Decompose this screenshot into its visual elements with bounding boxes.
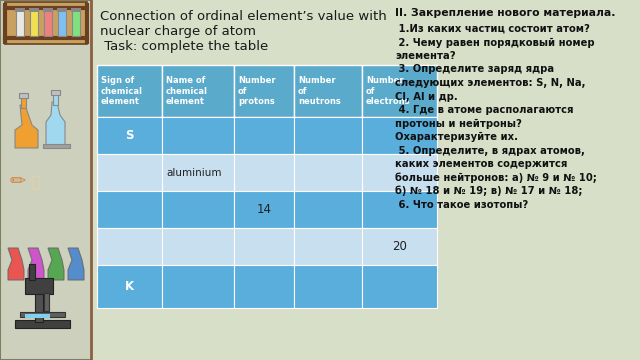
Text: 14: 14	[257, 203, 271, 216]
Bar	[362, 191, 437, 228]
Bar	[71, 8, 81, 12]
Bar	[29, 264, 35, 280]
Bar	[362, 154, 437, 191]
Bar	[162, 154, 234, 191]
Bar	[43, 8, 53, 12]
Bar	[162, 117, 234, 154]
Bar	[35, 290, 43, 322]
Text: 📋: 📋	[30, 175, 39, 190]
Bar	[234, 228, 294, 265]
Text: больше нейтронов: а) № 9 и № 10;: больше нейтронов: а) № 9 и № 10;	[395, 172, 597, 183]
Text: Cl, Al и др.: Cl, Al и др.	[395, 91, 458, 102]
Bar	[234, 117, 294, 154]
Bar	[44, 293, 49, 311]
Text: nuclear charge of atom: nuclear charge of atom	[100, 25, 256, 38]
Bar	[57, 8, 67, 12]
Bar	[25, 314, 50, 318]
Bar	[15, 320, 70, 328]
Bar	[162, 265, 234, 308]
Text: II. Закрепление нового материала.: II. Закрепление нового материала.	[395, 8, 616, 18]
Text: ✏: ✏	[10, 172, 26, 191]
Text: Охарактеризуйте их.: Охарактеризуйте их.	[395, 132, 518, 142]
Text: K: K	[125, 280, 134, 293]
Bar	[30, 10, 38, 36]
Text: каких элементов содержится: каких элементов содержится	[395, 159, 568, 169]
Bar	[5, 2, 87, 44]
Text: Number
of
protons: Number of protons	[238, 76, 276, 106]
Bar	[19, 93, 28, 98]
Text: 4. Где в атоме располагаются: 4. Где в атоме располагаются	[395, 105, 573, 115]
Polygon shape	[15, 105, 38, 148]
Bar	[25, 278, 53, 294]
Bar	[162, 191, 234, 228]
Bar	[97, 117, 162, 154]
Bar	[234, 154, 294, 191]
Bar	[16, 10, 24, 36]
Text: следующих элементов: S, N, Na,: следующих элементов: S, N, Na,	[395, 78, 586, 88]
Bar	[234, 65, 294, 117]
Bar	[97, 65, 162, 117]
Polygon shape	[8, 248, 24, 280]
Bar	[362, 65, 437, 117]
Text: Name of
chemical
element: Name of chemical element	[166, 76, 208, 106]
Text: Number
of
electrons: Number of electrons	[366, 76, 410, 106]
Text: б) № 18 и № 19; в) № 17 и № 18;: б) № 18 и № 19; в) № 17 и № 18;	[395, 186, 582, 197]
Bar	[0, 0, 92, 360]
Text: Task: complete the table: Task: complete the table	[100, 40, 268, 53]
Polygon shape	[46, 102, 65, 145]
Bar	[294, 191, 362, 228]
Bar	[15, 8, 25, 12]
Bar	[92, 0, 640, 360]
Text: протоны и нейтроны?: протоны и нейтроны?	[395, 118, 522, 129]
Bar	[53, 93, 58, 105]
Bar	[362, 117, 437, 154]
Bar	[162, 228, 234, 265]
Bar	[44, 10, 52, 36]
Bar	[51, 90, 60, 95]
Bar	[58, 10, 66, 36]
Text: aluminium: aluminium	[166, 167, 221, 177]
Text: S: S	[125, 129, 134, 142]
Text: Sign of
chemical
element: Sign of chemical element	[101, 76, 143, 106]
Bar	[294, 65, 362, 117]
Bar	[97, 228, 162, 265]
Bar	[20, 312, 65, 317]
Polygon shape	[68, 248, 84, 280]
Polygon shape	[28, 248, 44, 280]
Bar	[362, 265, 437, 308]
Text: Number
of
neutrons: Number of neutrons	[298, 76, 340, 106]
Text: 2. Чему равен порядковый номер: 2. Чему равен порядковый номер	[395, 37, 595, 48]
Text: 1.Из каких частиц состоит атом?: 1.Из каких частиц состоит атом?	[395, 24, 590, 34]
Bar	[294, 117, 362, 154]
Bar	[97, 265, 162, 308]
Bar	[234, 265, 294, 308]
Text: элемента?: элемента?	[395, 51, 456, 61]
Bar	[43, 144, 70, 148]
Bar	[234, 191, 294, 228]
Bar	[362, 228, 437, 265]
Text: 20: 20	[392, 240, 407, 253]
Text: 5. Определите, в ядрах атомов,: 5. Определите, в ядрах атомов,	[395, 145, 585, 156]
Bar	[97, 154, 162, 191]
Text: 3. Определите заряд ядра: 3. Определите заряд ядра	[395, 64, 554, 75]
Bar	[21, 96, 26, 108]
Bar	[29, 8, 39, 12]
Polygon shape	[48, 248, 64, 280]
Text: Connection of ordinal element’s value with: Connection of ordinal element’s value wi…	[100, 10, 387, 23]
Bar	[294, 265, 362, 308]
Bar	[162, 65, 234, 117]
Bar	[294, 154, 362, 191]
Text: 6. Что такое изотопы?: 6. Что такое изотопы?	[395, 199, 528, 210]
Bar	[97, 191, 162, 228]
Bar	[294, 228, 362, 265]
Bar	[72, 10, 80, 36]
